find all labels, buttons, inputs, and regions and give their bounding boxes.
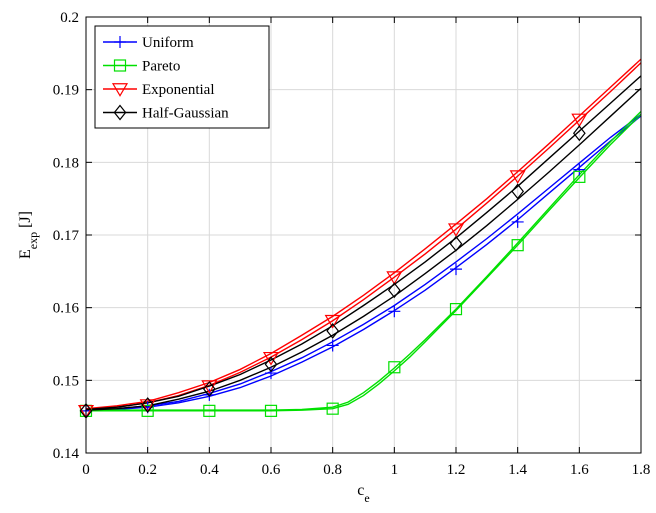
data-point-uniform-2 <box>203 388 216 401</box>
x-tick-label-9: 1.8 <box>632 462 651 478</box>
data-point-half-gaussian-5 <box>387 282 401 299</box>
x-tick-label-7: 1.4 <box>508 462 527 478</box>
x-tick-label-2: 0.4 <box>200 462 219 478</box>
data-point-pareto-4 <box>326 402 339 415</box>
x-tick-label-1: 0.2 <box>138 462 157 478</box>
data-point-pareto-7 <box>511 239 524 252</box>
data-point-exponential-5 <box>386 271 403 285</box>
x-axis-label-main: c <box>357 482 364 499</box>
data-point-pareto-1 <box>141 404 154 417</box>
data-point-uniform-6 <box>450 263 462 276</box>
axis-ticks <box>85 16 642 454</box>
x-tick-label-8: 1.6 <box>570 462 589 478</box>
series-line-exponential-upper <box>85 58 642 410</box>
data-point-half-gaussian-1 <box>141 397 155 414</box>
data-point-uniform-5 <box>388 305 401 318</box>
y-tick-label-3: 0.17 <box>53 228 80 244</box>
legend-label-half-gaussian: Half-Gaussian <box>142 106 229 122</box>
legend-entries: Uniform Pareto Exponential Half-Gaussian <box>103 35 229 122</box>
y-tick-label-5: 0.19 <box>53 83 79 99</box>
legend: Uniform Pareto Exponential Half-Gaussian <box>94 25 270 129</box>
series-line-uniform-lower <box>85 115 642 411</box>
data-point-half-gaussian-4 <box>326 322 340 339</box>
data-point-uniform-7 <box>511 215 524 228</box>
data-point-half-gaussian-3 <box>264 356 278 373</box>
y-tick-label-4: 0.18 <box>53 155 79 171</box>
x-tick-label-5: 1 <box>391 462 399 478</box>
legend-label-pareto: Pareto <box>142 59 180 75</box>
series-markers <box>77 113 588 419</box>
x-axis-label-subscript: e <box>364 491 369 505</box>
legend-label-exponential: Exponential <box>142 82 214 98</box>
series-line-pareto-upper <box>86 110 642 411</box>
y-axis-label-unit: [J] <box>17 211 34 232</box>
x-axis-label: ce <box>357 482 369 505</box>
legend-marker-pareto <box>113 59 127 72</box>
y-axis-label-main: E <box>17 249 34 259</box>
y-tick-label-0: 0.14 <box>53 446 80 462</box>
data-point-exponential-8 <box>571 113 588 128</box>
data-point-exponential-1 <box>139 399 156 413</box>
data-point-pareto-6 <box>449 303 463 316</box>
data-point-half-gaussian-8 <box>572 125 586 142</box>
data-point-half-gaussian-6 <box>449 235 463 252</box>
data-point-exponential-7 <box>509 170 526 184</box>
data-point-half-gaussian-7 <box>511 183 525 200</box>
data-point-pareto-2 <box>203 404 216 417</box>
data-point-uniform-4 <box>326 339 339 352</box>
series-line-uniform-upper <box>85 113 642 411</box>
y-tick-label-6: 0.2 <box>60 10 79 26</box>
y-tick-label-1: 0.15 <box>53 373 79 389</box>
series-line-half-gaussian-lower <box>85 87 642 411</box>
data-point-uniform-8 <box>573 163 586 176</box>
legend-marker-exponential <box>111 83 129 97</box>
series-lines <box>85 58 642 412</box>
x-tick-label-6: 1.2 <box>447 462 466 478</box>
data-point-half-gaussian-2 <box>202 381 216 398</box>
data-point-exponential-3 <box>262 351 280 366</box>
x-tick-label-3: 0.6 <box>262 462 281 478</box>
legend-marker-half-gaussian <box>113 104 127 121</box>
data-point-pareto-3 <box>264 404 278 417</box>
x-tick-label-0: 0 <box>82 462 90 478</box>
data-point-pareto-8 <box>573 170 586 183</box>
legend-label-uniform: Uniform <box>142 35 194 51</box>
series-line-half-gaussian-upper <box>85 75 642 411</box>
y-axis-label: Eexp [J] <box>17 211 40 259</box>
data-point-exponential-4 <box>324 314 341 329</box>
data-point-pareto-5 <box>388 361 401 374</box>
y-axis-label-subscript: exp <box>26 232 40 249</box>
series-line-pareto-lower <box>86 113 642 412</box>
data-point-exponential-6 <box>447 223 465 238</box>
tick-labels: 0 0.2 0.4 0.6 0.8 1 1.2 1.4 1.6 1.8 0.14 0.15 0.16 0.… <box>53 10 651 478</box>
legend-marker-uniform <box>114 36 126 48</box>
data-point-uniform-3 <box>265 367 277 380</box>
x-tick-label-4: 0.8 <box>323 462 342 478</box>
y-tick-label-2: 0.16 <box>53 301 80 317</box>
